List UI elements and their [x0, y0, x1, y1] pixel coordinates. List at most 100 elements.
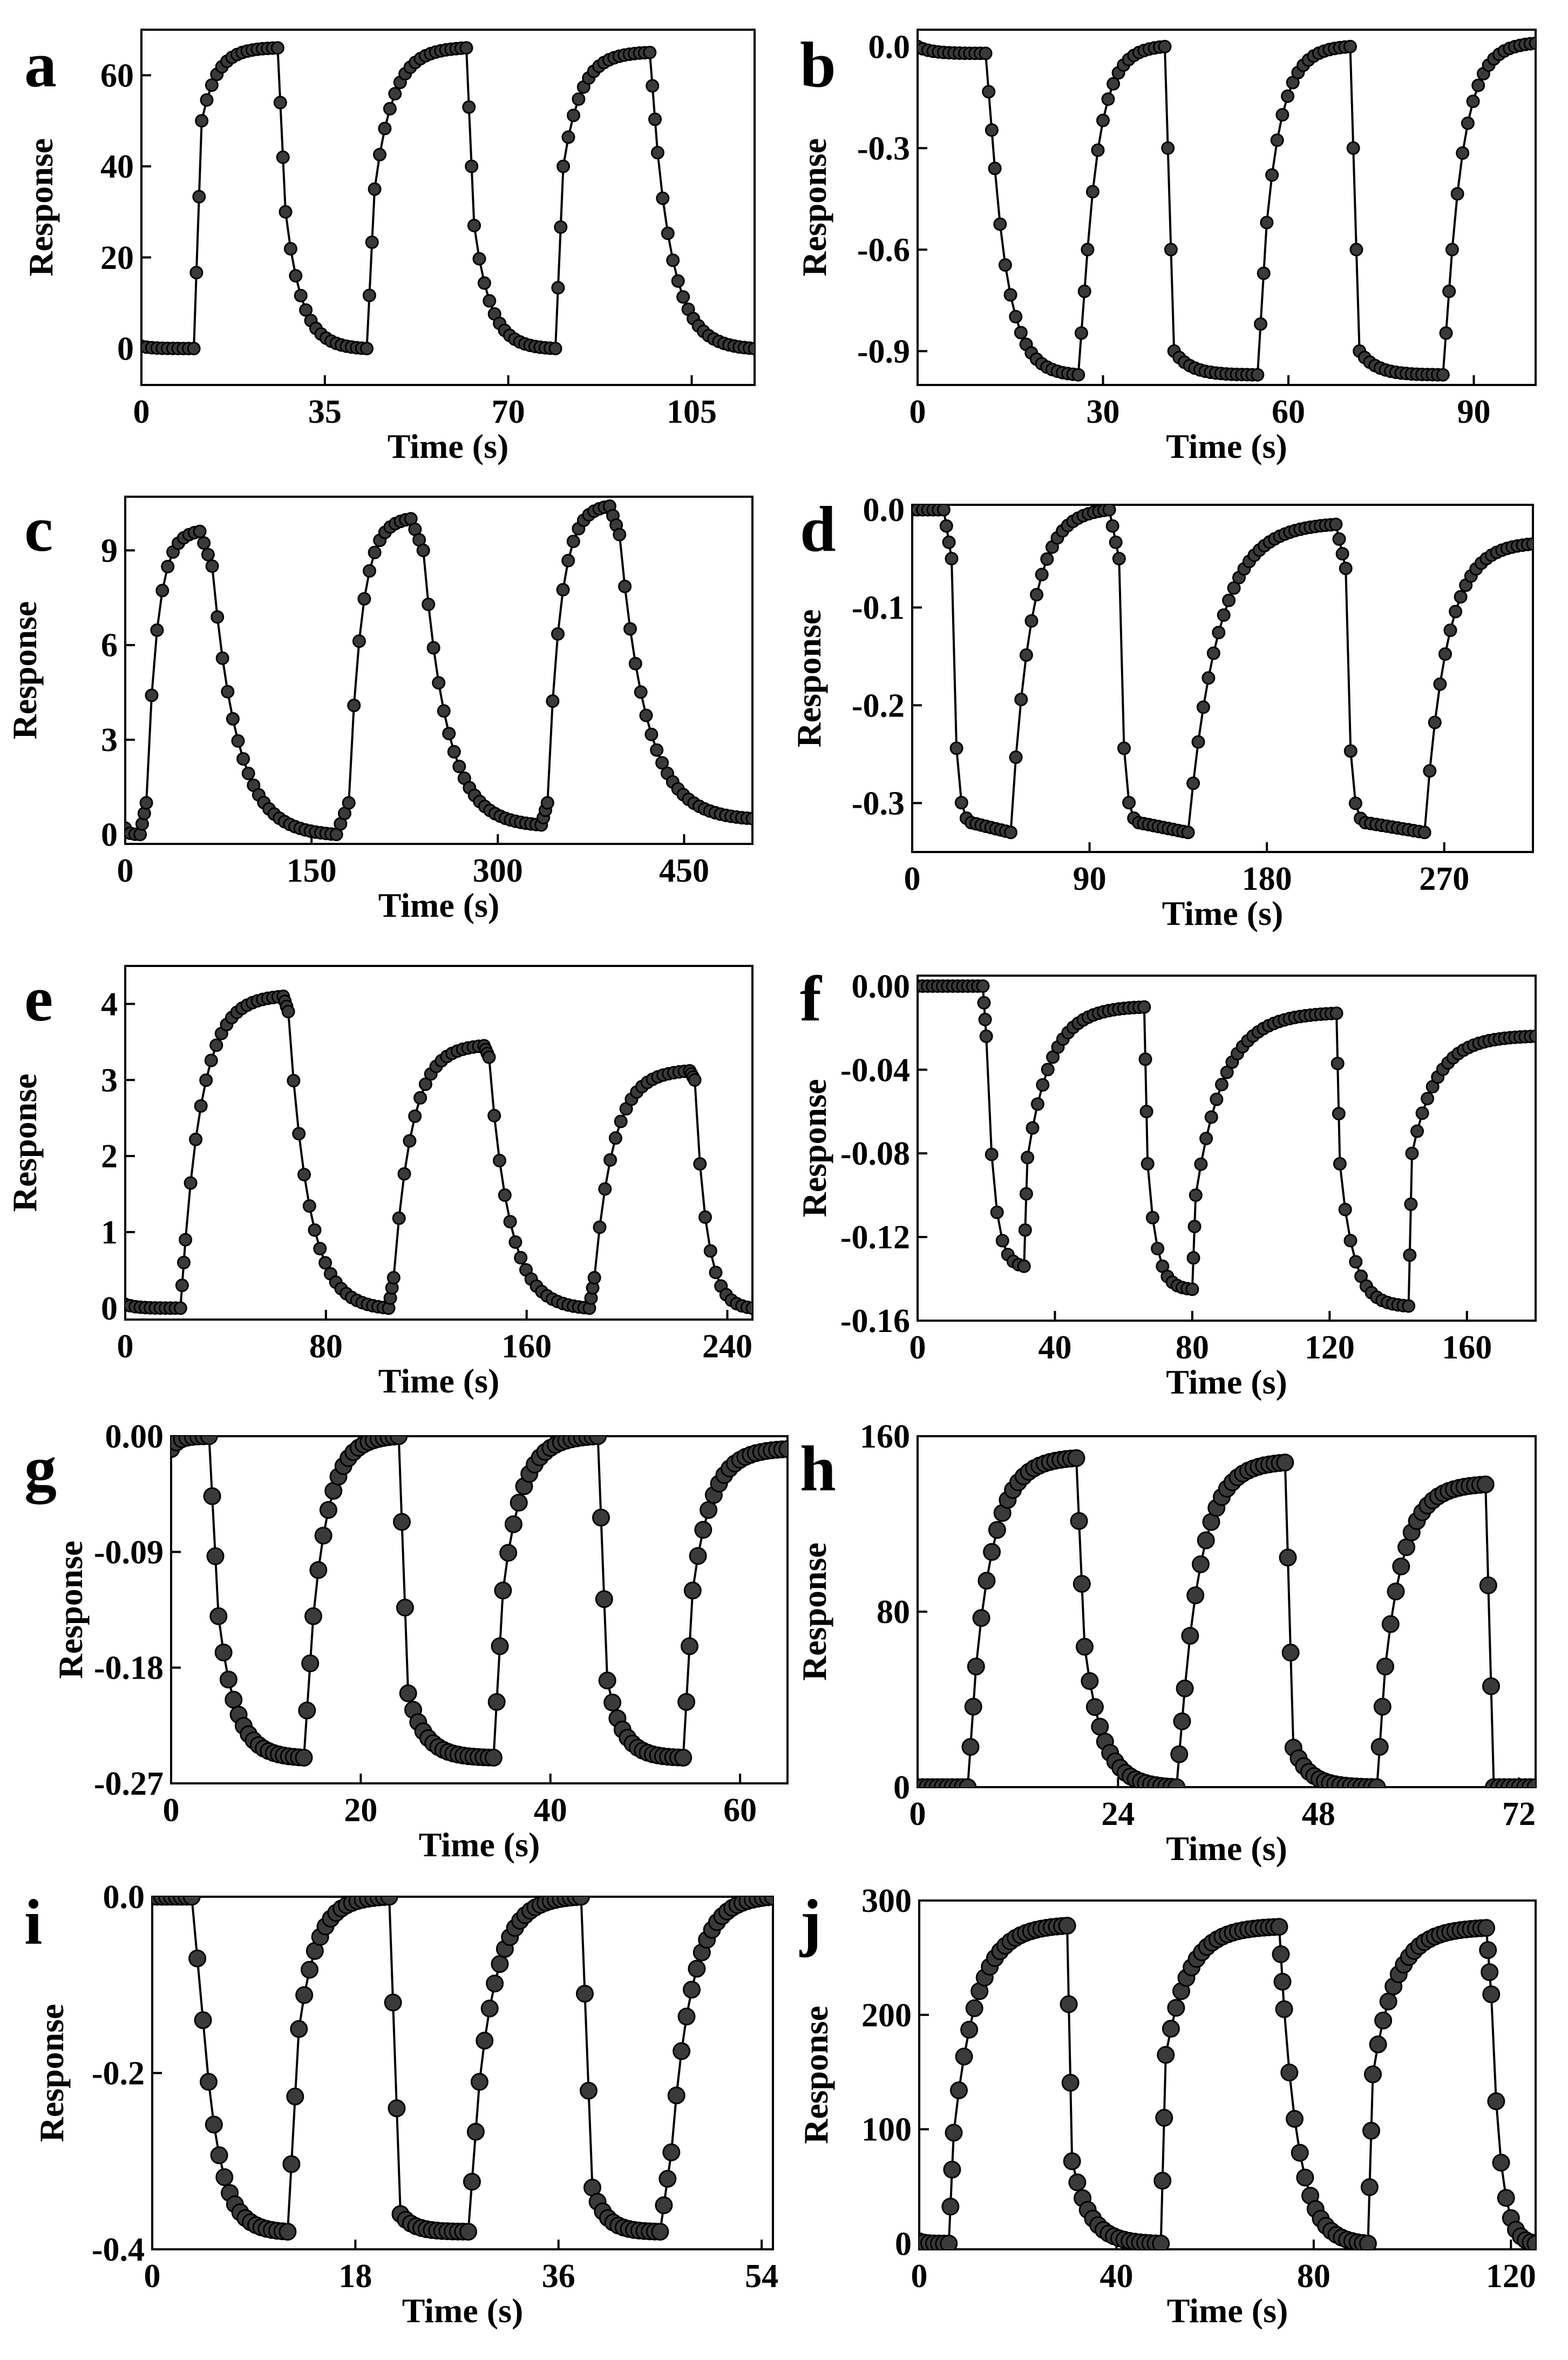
data-point: [1161, 141, 1175, 155]
plot-frame: [124, 965, 754, 1321]
data-point: [1189, 1188, 1203, 1202]
data-point: [979, 1029, 993, 1043]
x-tick-label: 300: [473, 853, 523, 889]
data-point: [365, 235, 379, 249]
data-point: [1186, 1251, 1200, 1265]
x-tick-label: 0: [163, 1792, 180, 1829]
data-point: [487, 1693, 506, 1711]
y-tick-label: 1: [101, 1214, 118, 1251]
x-tick-label: 40: [534, 1792, 567, 1829]
data-point: [1060, 1995, 1078, 2013]
data-point: [995, 1234, 1009, 1248]
data-point: [998, 258, 1012, 272]
data-point: [1210, 1092, 1224, 1106]
data-point: [1081, 1672, 1099, 1690]
y-tick-label: 0: [895, 2226, 912, 2262]
panel-label: j: [799, 1886, 822, 1958]
data-point: [1482, 1985, 1501, 2004]
data-point: [241, 767, 255, 780]
data-point: [1009, 750, 1023, 764]
y-tick-label: -0.2: [852, 687, 905, 724]
data-point: [1369, 2036, 1387, 2053]
data-point: [270, 41, 284, 55]
data-point: [392, 1211, 406, 1225]
data-point: [1112, 552, 1126, 566]
data-point: [1185, 1282, 1199, 1296]
data-point: [1061, 2074, 1080, 2092]
x-axis-label: Time (s): [1166, 427, 1287, 465]
data-point: [1443, 623, 1457, 637]
data-point: [292, 1127, 306, 1141]
data-point: [386, 1271, 401, 1284]
series-line: [912, 508, 1533, 834]
x-tick-label: 150: [287, 853, 337, 889]
data-point: [1291, 2143, 1309, 2162]
data-point: [748, 342, 755, 355]
data-point: [1137, 1000, 1151, 1014]
data-point: [1487, 2092, 1505, 2111]
x-tick-label: 60: [1272, 394, 1305, 430]
data-point: [498, 1188, 512, 1202]
data-point: [939, 519, 953, 533]
x-tick-label: 160: [501, 1328, 552, 1365]
data-point: [1526, 1778, 1536, 1787]
data-point: [651, 2222, 669, 2241]
data-point: [1070, 1512, 1088, 1530]
data-point: [308, 1223, 322, 1237]
data-point: [567, 109, 580, 123]
data-point: [598, 1182, 612, 1196]
y-tick-label: 0: [117, 331, 134, 368]
data-point: [1167, 1999, 1185, 2017]
data-point: [289, 269, 303, 283]
data-point: [554, 220, 568, 234]
data-point: [1085, 185, 1099, 199]
data-point: [1335, 547, 1349, 561]
data-point: [295, 1748, 313, 1767]
data-point: [211, 610, 225, 624]
y-tick-label: 3: [101, 1062, 118, 1099]
x-tick-label: 40: [1099, 2258, 1133, 2295]
data-point: [194, 2011, 212, 2030]
data-point: [1073, 1575, 1091, 1593]
data-point: [396, 1599, 414, 1617]
data-point: [1192, 1555, 1210, 1573]
data-point: [297, 1168, 311, 1181]
series-response: [919, 1917, 1536, 2249]
data-point: [1479, 1941, 1497, 1959]
x-axis-label: Time (s): [388, 427, 509, 465]
data-point: [1187, 1220, 1202, 1234]
data-point: [487, 1108, 501, 1122]
data-point: [656, 191, 670, 205]
x-tick-label: 0: [133, 394, 150, 430]
data-point: [977, 996, 991, 1010]
series-response: [125, 499, 752, 841]
y-tick-label: 0: [893, 1769, 910, 1806]
data-point: [1402, 1299, 1416, 1313]
data-point: [1004, 826, 1017, 840]
data-point: [1204, 1110, 1218, 1124]
data-point: [313, 1242, 327, 1256]
panel-label: g: [24, 1432, 57, 1505]
data-point: [1482, 1677, 1500, 1695]
data-point: [1026, 1121, 1040, 1135]
y-axis-label: Response: [795, 138, 833, 276]
data-point: [985, 123, 999, 137]
data-point: [689, 1547, 707, 1565]
y-tick-label: -0.12: [840, 1219, 910, 1256]
data-point: [988, 161, 1002, 175]
data-point: [556, 583, 570, 597]
data-point: [688, 1959, 706, 1978]
y-tick-label: -0.3: [857, 130, 910, 167]
data-point: [580, 2081, 598, 2100]
data-point: [314, 1526, 332, 1545]
y-tick-label: 0.0: [863, 492, 905, 529]
y-tick-label: -0.04: [840, 1052, 910, 1088]
data-point: [972, 1609, 990, 1627]
data-point: [1215, 1078, 1228, 1092]
data-point: [778, 1440, 788, 1458]
plot-frame: [140, 29, 756, 386]
data-point: [703, 1244, 717, 1258]
data-point: [302, 1199, 316, 1213]
panel-i: i 0 18 36 54 0.0 -0.2 -0.4 Time (s) Response: [24, 1879, 778, 2330]
data-point: [1019, 648, 1033, 662]
